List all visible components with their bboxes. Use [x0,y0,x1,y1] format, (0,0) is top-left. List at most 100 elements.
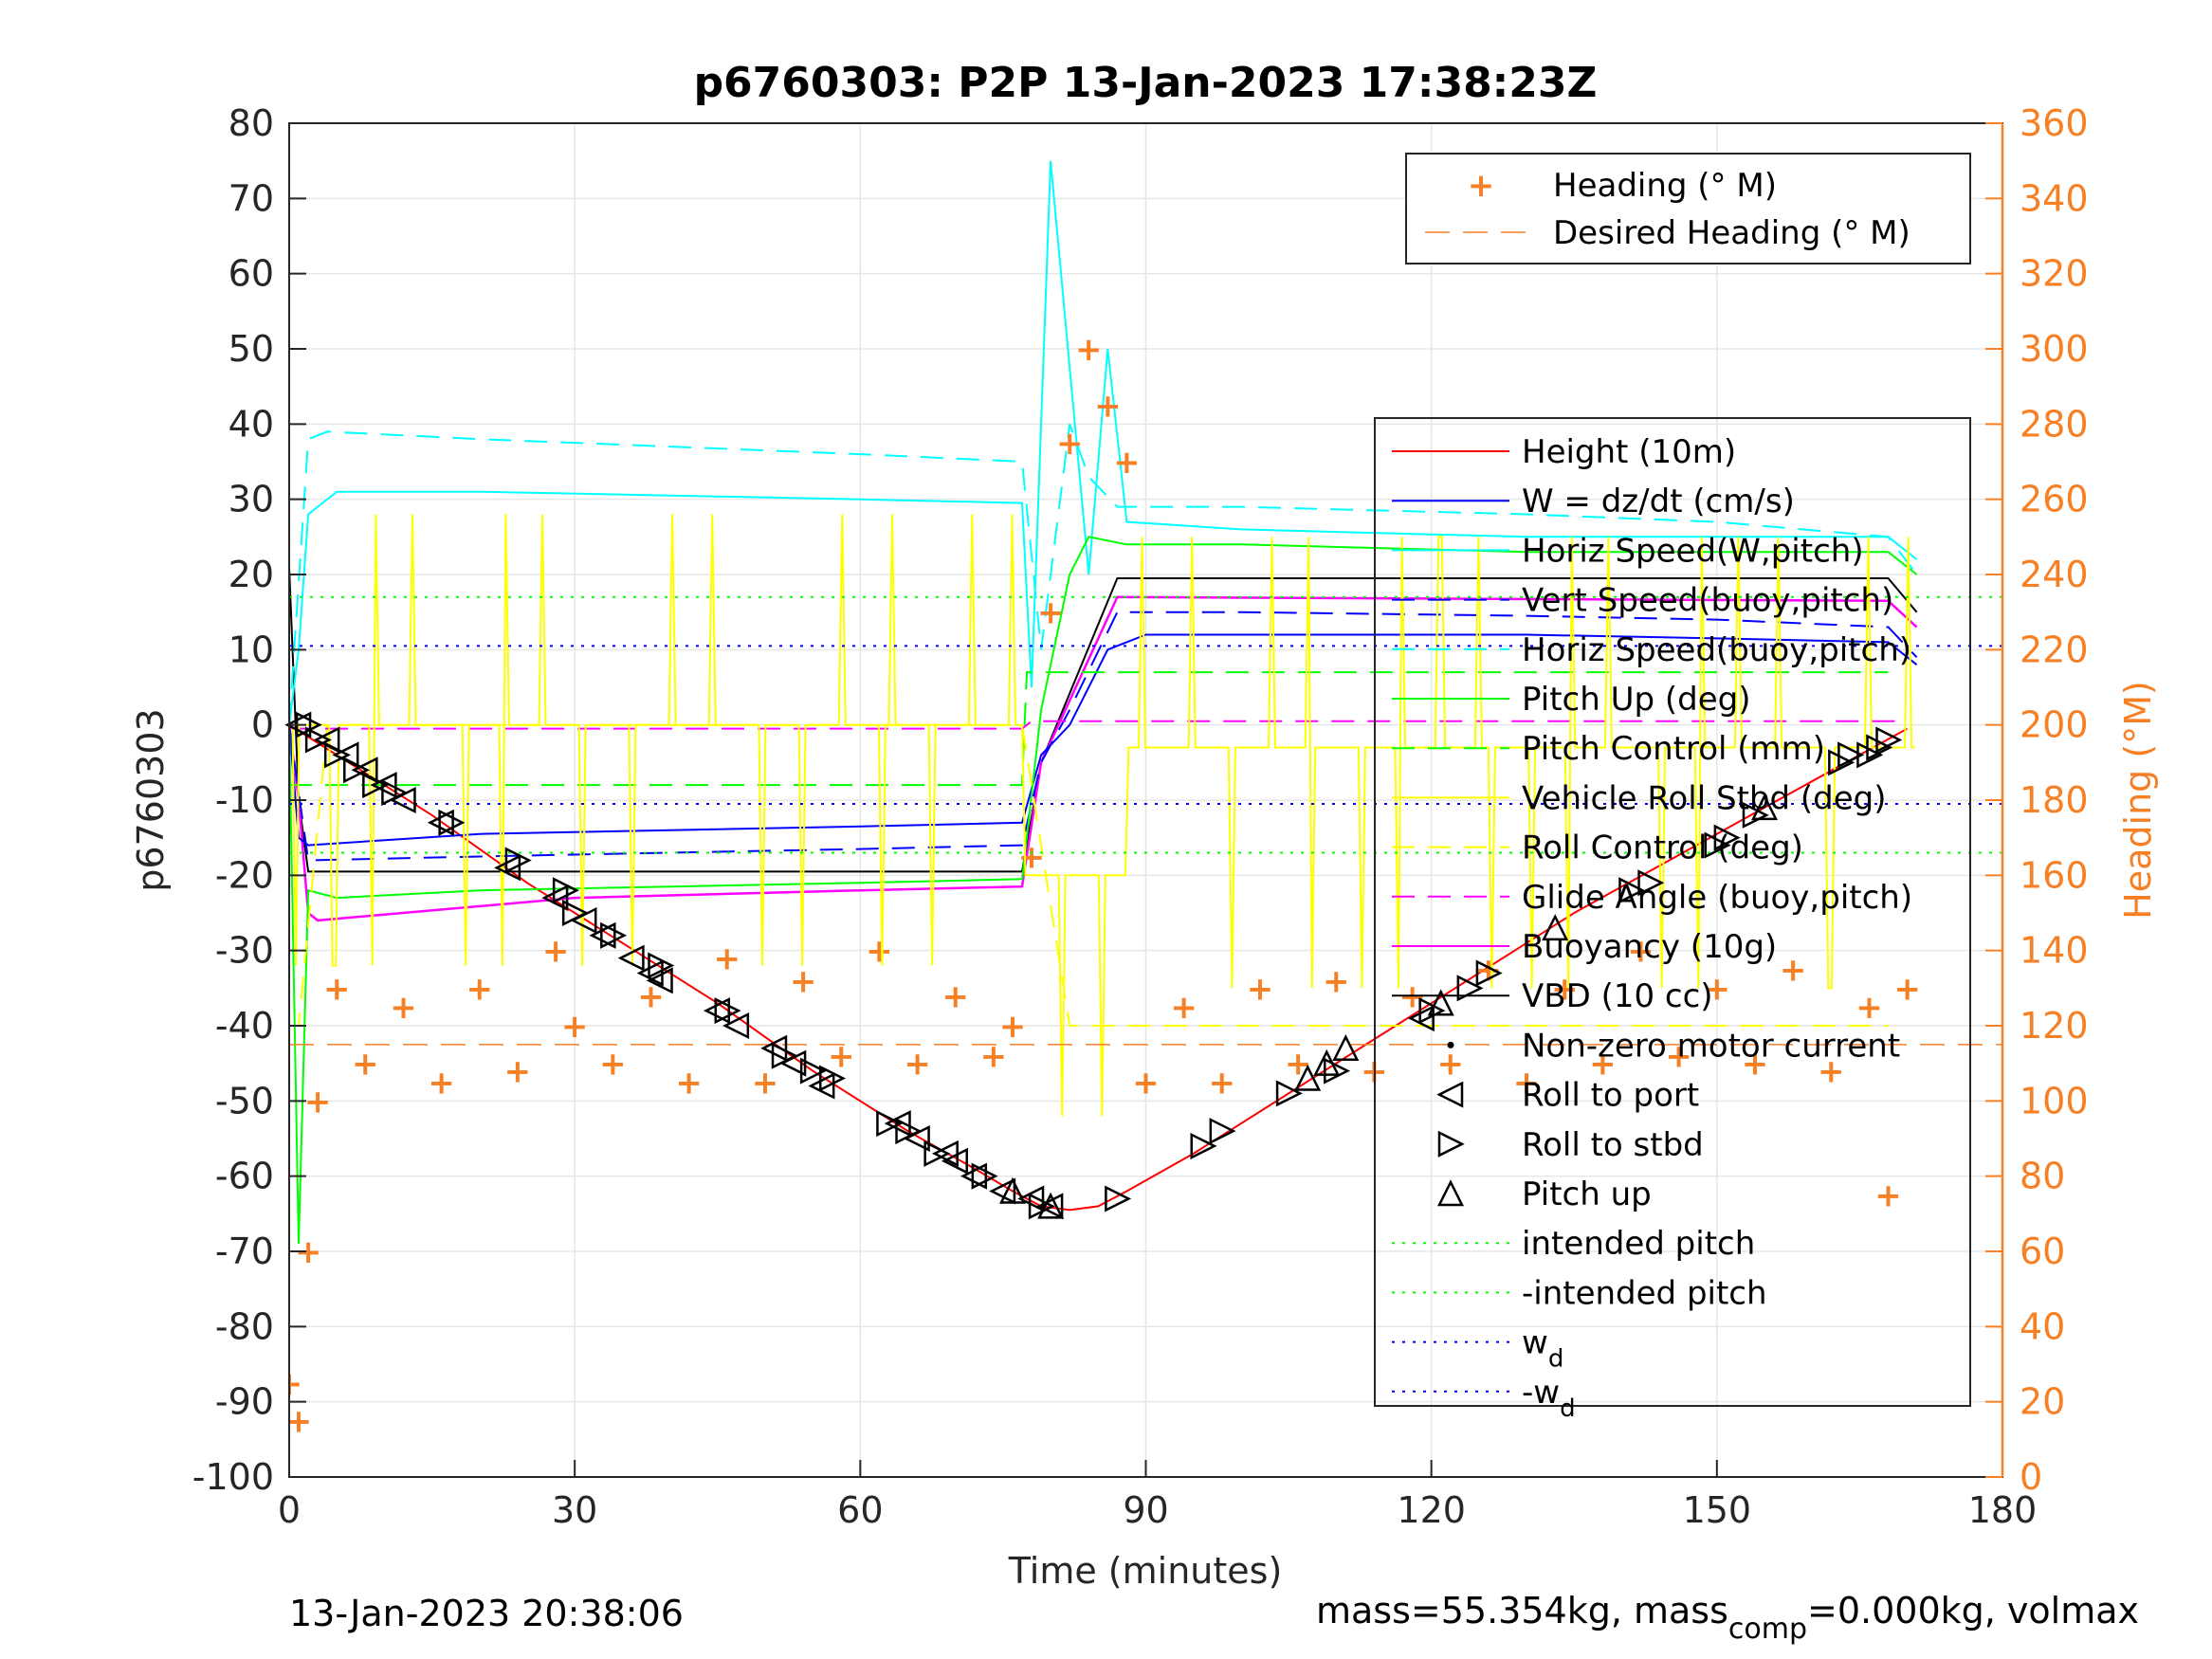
heading-point: + [1398,977,1426,1015]
roll-to-port-marker [941,1147,968,1175]
series-pitch-up-deg [289,536,1918,1245]
roll-to-stbd-marker [1456,975,1484,1002]
roll-to-stbd-marker [323,741,351,769]
heading-point: + [1742,1046,1769,1084]
heading-point: + [828,1038,855,1076]
legend-main-symbol [1437,1130,1465,1158]
legend-main-subscript: d [1560,1395,1576,1423]
heading-point: + [1113,444,1141,482]
heading-point: + [1589,1046,1617,1084]
left-y-axis-ticks: 80 70 60 50 40 30 20 10 0 -10 -20 -30 -40 -50 -60 -70 -8… [192,102,306,1498]
y-right-tick-label: 60 [2020,1231,2065,1272]
legend-main-label: Buoyancy (10g) [1522,928,1777,966]
roll-to-stbd-marker [304,726,332,754]
legend-main-label: Glide Angle (buoy,pitch) [1522,879,1912,917]
roll-to-stbd-marker [923,1139,951,1167]
roll-to-port-marker [760,1034,788,1062]
roll-to-port-marker [722,1012,750,1040]
roll-to-stbd-marker [381,779,409,807]
y-left-tick-label: 20 [229,554,274,595]
y-left-tick-label: 0 [251,704,274,746]
legend-main-label: VBD (10 cc) [1522,977,1713,1015]
roll-to-stbd-marker [1875,726,1903,754]
legend-main: Height (10m) W = dz/dt (cm/s) Horiz Speed(… [1374,417,1971,1423]
y-right-tick-label: 120 [2020,1005,2089,1047]
y-left-tick-label: 60 [229,253,274,295]
y-left-tick-label: 10 [229,629,274,670]
y-right-tick-label: 100 [2020,1080,2089,1121]
roll-to-port-marker [1407,1005,1435,1032]
legend-main-subscript: d [1548,1345,1564,1374]
pitch-up-marker [1332,1034,1360,1062]
heading-point: + [542,933,570,971]
roll-to-port-marker [494,854,521,882]
y-left-tick-label: -90 [215,1381,274,1423]
pitch-up-marker [1294,1064,1322,1091]
footer-timestamp: 13-Jan-2023 20:38:06 [289,1593,684,1634]
y-left-tick-label: -10 [215,779,274,821]
roll-to-port-marker [960,1162,988,1190]
x-tick-label: 120 [1397,1489,1466,1531]
heading-point: + [1209,1065,1236,1103]
roll-to-stbd-marker [1713,824,1741,851]
heading-point: + [1075,331,1103,369]
roll-to-port-marker [589,921,616,949]
roll-to-port-marker [703,997,730,1025]
y-left-tick-label: -20 [215,854,274,896]
y-left-tick-label: 30 [229,479,274,520]
heading-point: + [323,970,351,1008]
heading-point: + [1874,1177,1902,1215]
legend-main-label: W = dz/dt (cm/s) [1522,483,1795,520]
heading-point: + [285,1403,313,1441]
roll-to-stbd-marker [818,1065,847,1092]
heading-point: + [904,1046,931,1084]
y-right-tick-label: 320 [2020,253,2089,295]
roll-to-port-marker [646,967,673,994]
heading-point: + [1436,1046,1464,1084]
y-right-tick-label: 220 [2020,629,2089,670]
roll-to-stbd-marker [895,1118,923,1145]
heading-point: + [790,962,817,1000]
roll-to-stbd-marker [1190,1132,1217,1159]
y-right-tick-label: 140 [2020,930,2089,972]
y-left-tick-label: 50 [229,328,274,370]
footer-mass-a: mass=55.354kg, mass [1316,1590,1728,1632]
footer-mass-sub: comp [1728,1613,1807,1646]
heading-point: + [1323,962,1350,1000]
legend-main-label: Non-zero motor current [1522,1027,1900,1065]
legend-main-label: Roll to stbd [1522,1126,1704,1164]
series-height-10m [289,723,1909,1212]
heading-point: + [1094,388,1122,426]
roll-to-port-marker [427,809,454,836]
heading-point: + [1247,970,1274,1008]
legend-main-box [1374,417,1971,1407]
series-pitch-control-mm [289,671,1889,787]
y-right-tick-label: 360 [2020,102,2089,144]
roll-to-stbd-marker [343,757,371,784]
y-left-tick-label: -100 [192,1456,274,1498]
y-left-tick-label: -30 [215,930,274,972]
heading-point: + [866,933,893,971]
roll-to-stbd-marker [1275,1080,1303,1107]
heading-point: + [1132,1065,1160,1103]
legend-heading-box [1405,153,1971,264]
heading-point: + [1893,970,1921,1008]
legend-main-label: -wd [1522,1374,1576,1423]
pitch-up-marker [1037,1192,1065,1219]
heading-point: + [276,1365,303,1403]
x-tick-label: 150 [1683,1489,1752,1531]
series-vert-speed-buoy-pitch [289,611,1918,862]
series-vehicle-roll-stbd [289,514,1915,1117]
right-y-axis-ticks: 3603403203002802602402202001801601401201… [1985,102,2089,1498]
legend-main-label: Horiz Speed(W,pitch) [1522,532,1864,570]
y-right-tick-label: 260 [2020,479,2089,520]
roll-to-stbd-marker [1828,749,1856,776]
roll-to-port-marker [541,884,569,912]
heading-point: + [1513,1065,1541,1103]
heading-point: + [1856,989,1883,1027]
legend-main-symbol [1436,1179,1465,1207]
heading-point: + [390,989,417,1027]
roll-to-stbd-marker [1618,877,1646,904]
pitch-up-marker [1313,1048,1341,1076]
